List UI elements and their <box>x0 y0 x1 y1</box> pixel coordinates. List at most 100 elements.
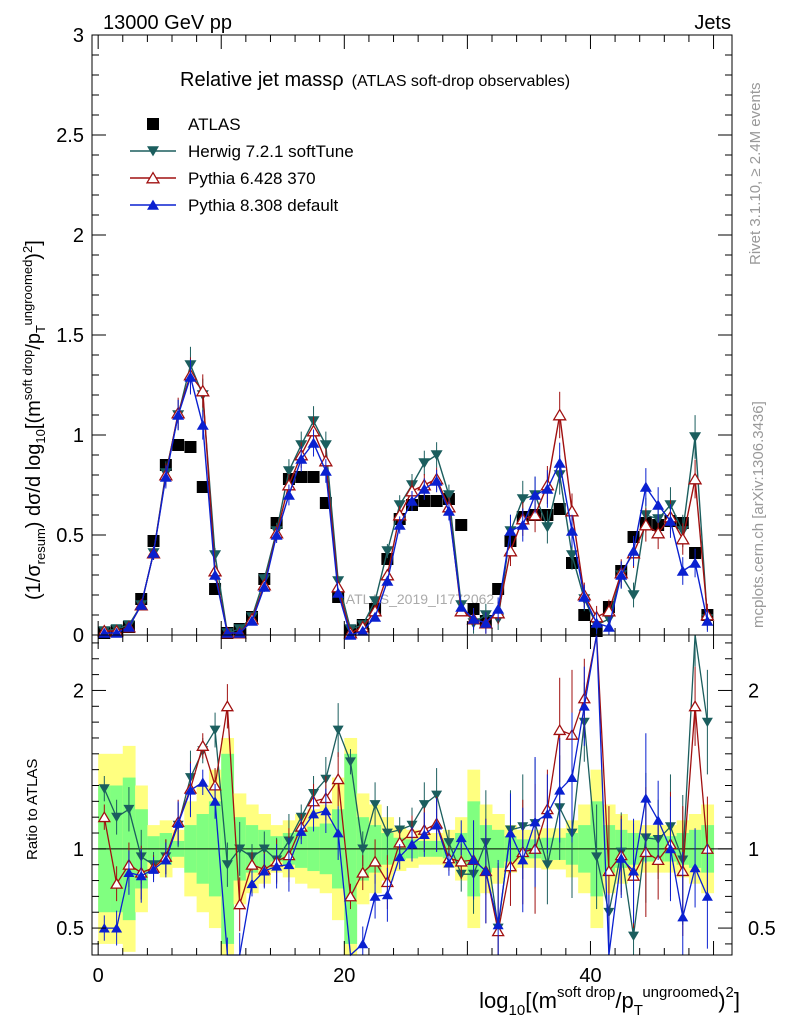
data-point <box>492 603 505 614</box>
ratio-frame <box>91 634 733 956</box>
ratio-point <box>381 828 393 838</box>
ratio-point <box>553 723 567 736</box>
data-point <box>393 519 406 530</box>
ratio-point <box>295 826 307 836</box>
ratio-y-tick-label: 1 <box>73 839 84 861</box>
ratio-series-pythia-8-308-default <box>98 634 713 957</box>
data-point <box>209 569 222 580</box>
x-axis-title: log10[(msoft drop/pTungroomed)2] <box>479 984 740 1019</box>
legend-item: ATLAS <box>147 115 241 134</box>
data-point <box>418 458 431 469</box>
main-y-tick-label: 3 <box>73 25 84 47</box>
main-y-axis-title: (1/σresum) dσ/d log10[(msoft drop/pTungr… <box>20 240 48 600</box>
ratio-point <box>196 739 210 751</box>
ratio-y-axis-title: Ratio to ATLAS <box>24 759 41 860</box>
ratio-point <box>172 818 184 828</box>
ratio-point <box>566 772 578 782</box>
ratio-point <box>368 855 382 867</box>
ratio-point <box>529 816 541 827</box>
data-point <box>282 466 295 477</box>
ratio-point <box>258 866 270 876</box>
ratio-point <box>271 861 283 871</box>
ratio-point <box>111 923 123 933</box>
data-point <box>319 440 332 451</box>
ratio-point <box>220 700 235 712</box>
ratio-point <box>97 810 111 823</box>
data-point <box>627 590 640 601</box>
data-point <box>184 441 197 453</box>
ratio-point <box>245 858 259 870</box>
ratio-point <box>332 725 344 735</box>
ratio-point <box>628 866 640 876</box>
data-point <box>393 500 406 511</box>
data-point <box>184 371 197 382</box>
ratio-point <box>541 809 553 819</box>
data-point <box>516 494 529 505</box>
ratio-point <box>664 843 676 854</box>
data-point <box>418 483 431 494</box>
data-point <box>676 565 689 576</box>
data-point <box>319 465 332 476</box>
data-point <box>406 495 418 506</box>
legend: ATLAS Herwig 7.2.1 softTune Pythia 6.428 3… <box>130 115 354 215</box>
ratio-y-tick-label: 2 <box>73 680 84 702</box>
legend-label: Pythia 8.308 default <box>188 196 339 215</box>
data-point <box>541 483 554 494</box>
data-point <box>430 475 443 486</box>
data-point <box>689 432 702 443</box>
ratio-point <box>689 862 701 873</box>
data-point <box>147 547 160 558</box>
data-point <box>196 481 209 493</box>
ratio-point <box>418 829 430 840</box>
data-point <box>209 550 222 561</box>
ratio-point <box>258 844 270 854</box>
data-point <box>651 526 666 539</box>
ratio-point <box>701 717 713 728</box>
series-atlas <box>98 439 714 639</box>
data-point <box>369 596 382 607</box>
ratio-point <box>332 828 344 838</box>
ratio-y-tick-label-right: 2 <box>748 680 759 702</box>
legend-marker <box>147 118 159 130</box>
ratio-point <box>344 757 356 767</box>
data-point <box>689 557 702 568</box>
ratio-point <box>455 832 467 843</box>
data-point <box>356 625 369 636</box>
main-y-tick-label: 0.5 <box>56 525 84 547</box>
data-point <box>172 439 185 451</box>
x-tick-label: 0 <box>93 965 104 987</box>
data-point <box>652 499 665 510</box>
ratio-y-tick-label: 0.5 <box>56 918 84 940</box>
data-point <box>675 532 690 545</box>
data-point <box>566 550 578 561</box>
ratio-point <box>480 866 492 876</box>
data-point <box>516 519 529 530</box>
data-point <box>664 515 677 526</box>
legend-item: Pythia 6.428 370 <box>130 169 316 188</box>
legend-label: Herwig 7.2.1 softTune <box>188 142 354 161</box>
ratio-point <box>492 919 504 930</box>
ratio-point <box>135 870 147 881</box>
legend-item: Herwig 7.2.1 softTune <box>130 142 354 161</box>
mcplots-label: mcplots.cern.ch [arXiv:1306.3436] <box>750 401 767 628</box>
ratio-point <box>98 784 110 794</box>
ratio-point <box>356 866 370 878</box>
data-point <box>467 613 480 624</box>
data-point <box>196 419 209 430</box>
data-point <box>504 525 517 536</box>
data-point <box>479 617 492 628</box>
series-pythia-8-308-default <box>98 359 714 640</box>
x-tick-label: 20 <box>333 965 355 987</box>
legend-marker <box>145 171 161 184</box>
ratio-point <box>443 838 455 848</box>
legend-item: Pythia 8.308 default <box>130 196 339 215</box>
data-point <box>578 591 591 602</box>
data-point <box>122 621 135 632</box>
legend-label: ATLAS <box>188 115 241 134</box>
ratio-point <box>111 812 123 823</box>
data-point <box>295 471 308 483</box>
data-point <box>369 611 382 622</box>
ratio-point <box>209 725 221 735</box>
legend-marker <box>147 146 159 157</box>
